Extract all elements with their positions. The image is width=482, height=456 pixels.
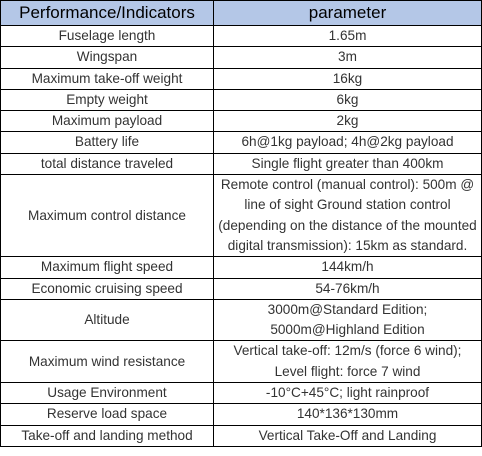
indicator-cell: Maximum wind resistance xyxy=(0,340,214,384)
table-row: Maximum wind resistance Vertical take-off… xyxy=(0,340,482,384)
parameter-cell: 3000m@Standard Edition; 5000m@Highland E… xyxy=(213,298,482,342)
header-cell: Performance/Indicators xyxy=(0,0,214,26)
table-row: Take-off and landing method Vertical Take… xyxy=(0,424,482,447)
indicator-cell: Battery life xyxy=(0,131,214,154)
indicator-cell: Maximum flight speed xyxy=(0,256,214,279)
parameter-cell: 1.65m xyxy=(213,24,482,48)
parameter-cell: 144km/h xyxy=(213,256,482,279)
table-row: Empty weight 6kg xyxy=(0,88,482,112)
indicator-cell: Fuselage length xyxy=(0,24,214,48)
indicator-cell: Economic cruising speed xyxy=(0,277,214,300)
indicator-cell: Altitude xyxy=(0,298,214,342)
table-row: Fuselage length 1.65m xyxy=(0,24,482,48)
parameter-cell: Vertical Take-Off and Landing xyxy=(213,424,482,447)
table-row: Usage Environment -10°C+45°C; light rainp… xyxy=(0,382,482,405)
indicator-cell: Empty weight xyxy=(0,88,214,112)
table-row: Wingspan 3m xyxy=(0,46,482,69)
header-cell: parameter xyxy=(213,0,482,26)
parameter-cell: Single flight greater than 400km xyxy=(213,152,482,176)
parameter-cell: Remote control (manual control): 500m @ … xyxy=(213,174,482,258)
indicator-cell: Maximum take-off weight xyxy=(0,67,214,90)
table-row: Altitude 3000m@Standard Edition; 5000m@Hi… xyxy=(0,298,482,342)
indicator-cell: Wingspan xyxy=(0,46,214,69)
table-row: Maximum flight speed 144km/h xyxy=(0,256,482,279)
parameter-cell: 2kg xyxy=(213,110,482,133)
table-row: total distance traveled Single flight gre… xyxy=(0,152,482,176)
table-row: Battery life 6h@1kg payload; 4h@2kg paylo… xyxy=(0,131,482,154)
indicator-cell: total distance traveled xyxy=(0,152,214,176)
table-row: Maximum control distance Remote control (… xyxy=(0,174,482,258)
table-row: Maximum take-off weight 16kg xyxy=(0,67,482,90)
indicator-cell: Maximum payload xyxy=(0,110,214,133)
header-row: Performance/Indicators parameter xyxy=(0,0,482,26)
parameter-cell: Vertical take-off: 12m/s (force 6 wind);… xyxy=(213,340,482,384)
indicator-cell: Take-off and landing method xyxy=(0,424,214,447)
parameter-cell: 3m xyxy=(213,46,482,69)
parameter-cell: 140*136*130mm xyxy=(213,403,482,426)
parameter-cell: 6h@1kg payload; 4h@2kg payload xyxy=(213,131,482,154)
parameter-cell: -10°C+45°C; light rainproof xyxy=(213,382,482,405)
indicator-cell: Reserve load space xyxy=(0,403,214,426)
parameter-cell: 6kg xyxy=(213,88,482,112)
indicator-cell: Usage Environment xyxy=(0,382,214,405)
parameter-cell: 54-76km/h xyxy=(213,277,482,300)
table-row: Maximum payload 2kg xyxy=(0,110,482,133)
parameter-cell: 16kg xyxy=(213,67,482,90)
table-row: Economic cruising speed 54-76km/h xyxy=(0,277,482,300)
table-row: Reserve load space 140*136*130mm xyxy=(0,403,482,426)
indicator-cell: Maximum control distance xyxy=(0,174,214,258)
